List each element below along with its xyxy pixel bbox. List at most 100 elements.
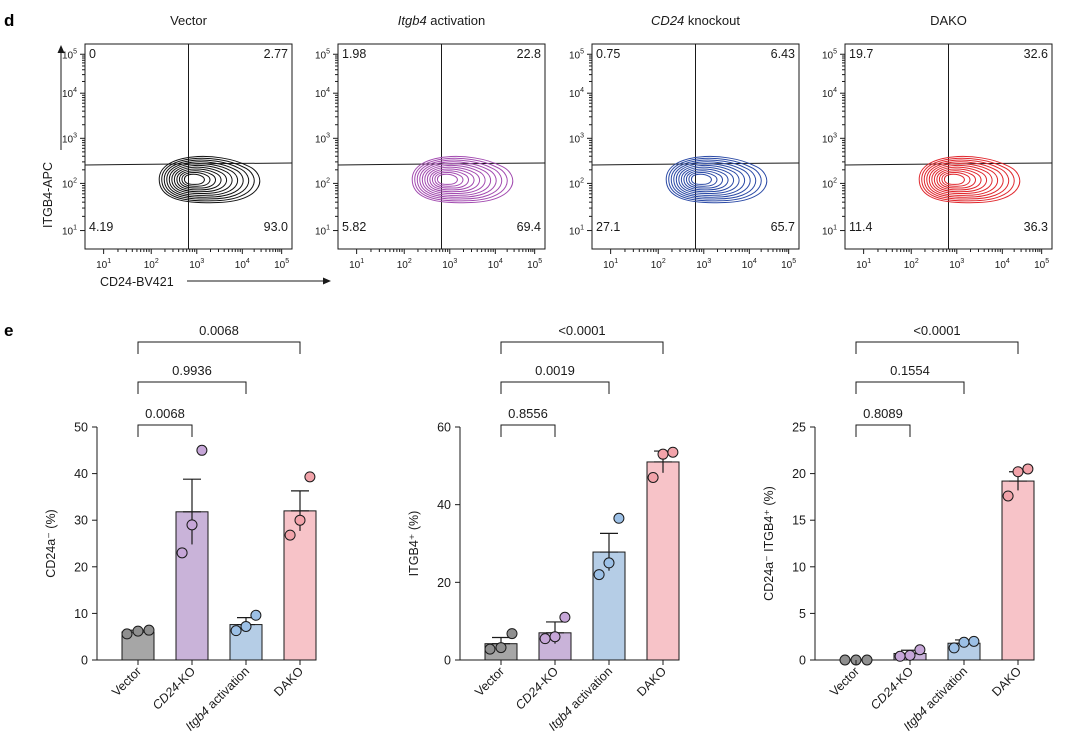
y-tick-label: 104 [62, 87, 77, 100]
x-tick-label: 102 [651, 258, 666, 271]
y-tick-label: 10 [74, 607, 88, 621]
x-axis-arrowhead [323, 277, 331, 285]
y-tick-label: 101 [315, 225, 330, 238]
contour-line [171, 164, 233, 195]
contour-line [943, 173, 965, 185]
bar [1001, 480, 1035, 661]
x-tick-label: 105 [527, 258, 542, 271]
axis-ticks [80, 53, 283, 254]
y-tick-label: 105 [822, 48, 837, 61]
contour-line [685, 170, 723, 189]
y-tick-label: 20 [74, 560, 88, 574]
y-tick-label: 102 [569, 177, 584, 190]
contour-line [416, 159, 503, 200]
x-tick-label: 104 [742, 258, 757, 271]
bar-chart: 0 5 10 15 20 25 CD24a⁻ ITGB4⁺ (%) Vector CD24-KO… [762, 323, 1035, 734]
contour-line [673, 161, 751, 198]
contour-line [680, 166, 735, 193]
contour-cluster [665, 156, 768, 204]
data-point [143, 624, 155, 636]
contour-line [173, 166, 228, 193]
quadrant-upper-right: 22.8 [517, 47, 541, 61]
x-tick-label: 101 [856, 258, 871, 271]
data-point [839, 654, 851, 666]
y-tick-label: 103 [569, 132, 584, 145]
x-tick-label: 105 [274, 258, 289, 271]
contour-line [168, 163, 239, 196]
significance-bracket [855, 424, 911, 437]
contour-line [436, 173, 458, 185]
x-tick-label: CD24-KO [150, 664, 198, 712]
contour-line [670, 159, 757, 200]
y-axis-title: CD24a⁻ ITGB4⁺ (%) [762, 486, 776, 601]
y-tick-label: 15 [792, 514, 806, 528]
x-tick-label: 105 [1034, 258, 1049, 271]
data-point [958, 636, 970, 648]
y-tick-label: 40 [437, 498, 451, 512]
data-point [559, 611, 571, 623]
quadrant-upper-left: 0.75 [596, 47, 620, 61]
contour-line [161, 157, 255, 202]
data-point [250, 609, 262, 621]
quadrant-lower-right: 36.3 [1024, 220, 1048, 234]
x-tick-label: Vector [827, 664, 862, 699]
plot-title: DAKO [930, 13, 967, 28]
y-axis-title: ITGB4⁺ (%) [407, 511, 421, 577]
quadrant-upper-right: 32.6 [1024, 47, 1048, 61]
x-tick-label: 103 [189, 258, 204, 271]
x-tick-label: CD24-KO [513, 664, 561, 712]
y-tick-label: 20 [437, 576, 451, 590]
quadrant-upper-left: 19.7 [849, 47, 873, 61]
p-value-label: 0.0068 [199, 323, 239, 338]
quadrant-lower-left: 5.82 [342, 220, 366, 234]
y-tick-label: 101 [62, 225, 77, 238]
data-point [657, 448, 669, 460]
x-tick-label: DAKO [271, 664, 306, 699]
data-point [1022, 463, 1034, 475]
quadrant-upper-right: 6.43 [771, 47, 795, 61]
contour-line [163, 159, 250, 200]
contour-line [926, 161, 1004, 198]
flow-plot: Vector 0 2.77 4.19 93.0 101 101 102 102 103 103 104… [62, 13, 293, 271]
y-tick-label: 105 [315, 48, 330, 61]
x-tick-label: 102 [904, 258, 919, 271]
contour-line [923, 159, 1010, 200]
contour-line [176, 168, 222, 191]
data-point [121, 628, 133, 640]
y-tick-label: 103 [822, 132, 837, 145]
y-tick-label: 25 [792, 421, 806, 435]
bar [646, 461, 680, 661]
p-value-label: 0.0068 [145, 406, 185, 421]
flow-cytometry-panel: Vector 0 2.77 4.19 93.0 101 101 102 102 103 103 104… [41, 13, 1053, 289]
y-axis-arrowhead [57, 45, 65, 53]
y-tick-label: 102 [62, 177, 77, 190]
p-value-label: 0.1554 [890, 363, 930, 378]
contour-line [665, 156, 768, 204]
plot-title: Itgb4 activation [398, 13, 485, 28]
flow-plot: Itgb4 activation 1.98 22.8 5.82 69.4 101 101 10… [315, 13, 546, 271]
significance-bracket [500, 424, 556, 437]
x-tick-label: 103 [949, 258, 964, 271]
y-tick-label: 5 [799, 607, 806, 621]
contour-line [158, 156, 261, 204]
y-tick-label: 101 [569, 225, 584, 238]
contour-line [166, 161, 244, 198]
data-point [603, 557, 615, 569]
contour-cluster [158, 156, 261, 204]
x-tick-label: Vector [109, 664, 144, 699]
panel-e-label: e [4, 321, 13, 340]
significance-bracket [500, 341, 664, 354]
y-tick-label: 103 [315, 132, 330, 145]
data-point [186, 519, 198, 531]
y-tick-label: 103 [62, 132, 77, 145]
p-value-label: 0.8556 [508, 406, 548, 421]
y-tick-label: 60 [437, 421, 451, 435]
x-tick-label: DAKO [989, 664, 1024, 699]
y-tick-label: 104 [315, 87, 330, 100]
y-tick-label: 102 [822, 177, 837, 190]
y-tick-label: 0 [444, 654, 451, 668]
contour-cluster [411, 156, 514, 204]
flow-plot: DAKO 19.7 32.6 11.4 36.3 101 101 102 102 103 103 10… [822, 13, 1053, 271]
significance-bracket [855, 381, 965, 394]
